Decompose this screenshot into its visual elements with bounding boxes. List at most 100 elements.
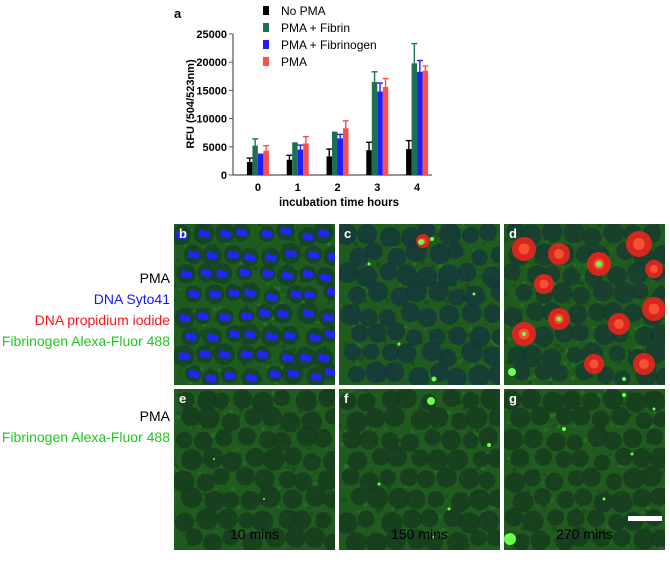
cell-body (487, 448, 500, 468)
nucleus-lobe (323, 313, 330, 322)
cell-body (563, 224, 585, 244)
cell-body (371, 448, 390, 466)
noise-speck (413, 262, 417, 266)
micrograph-image (504, 389, 665, 550)
cell-body (504, 306, 523, 327)
bar-pma-fibrin-2 (332, 131, 338, 175)
time-label-1: 10 mins (229, 526, 280, 542)
nucleus-lobe (302, 269, 309, 278)
bar-pma-fibrinogen-0 (257, 153, 264, 175)
noise-speck (257, 365, 260, 369)
nucleus-lobe (313, 252, 320, 260)
nucleus-lobe (232, 252, 239, 260)
nucleus-lobe (185, 332, 192, 341)
noise-speck (492, 238, 496, 242)
propidium-iodide-core (539, 279, 549, 289)
cell-body (468, 364, 490, 385)
noise-speck (200, 367, 204, 371)
cell-body (526, 302, 546, 322)
nucleus-lobe (220, 229, 227, 238)
nucleus-lobe (323, 355, 330, 363)
cell-body (232, 389, 253, 409)
noise-speck (578, 264, 581, 268)
noise-speck (629, 412, 634, 417)
noise-speck (480, 466, 486, 471)
cell-body (222, 529, 239, 546)
noise-speck (174, 466, 177, 471)
x-tick-label: 3 (374, 182, 380, 194)
noise-speck (174, 283, 177, 287)
noise-speck (550, 498, 555, 503)
cell-body (644, 390, 665, 412)
nucleus-lobe (224, 351, 231, 359)
cell-body (646, 428, 664, 446)
noise-speck (475, 428, 480, 433)
noise-speck (277, 505, 281, 509)
cell-body (356, 266, 378, 288)
nucleus-lobe (249, 254, 256, 262)
noise-speck (622, 402, 627, 407)
cell-body (581, 467, 601, 488)
cell-body (296, 426, 318, 447)
cell-body (506, 224, 525, 241)
noise-speck (410, 430, 414, 434)
noise-speck (568, 301, 572, 305)
cell-body (603, 224, 625, 244)
nucleus-lobe (327, 287, 334, 296)
nucleus-lobe (265, 253, 272, 262)
noise-speck (316, 407, 320, 410)
cell-body (612, 529, 631, 548)
cell-body (196, 390, 218, 411)
micrograph-image (504, 224, 665, 385)
cell-body (383, 405, 405, 427)
noise-speck (618, 464, 622, 469)
noise-speck (583, 263, 588, 268)
bar-no-pma-1 (286, 159, 293, 175)
noise-speck (654, 528, 658, 531)
nucleus-lobe (193, 291, 200, 299)
noise-speck (548, 420, 551, 423)
noise-speck (326, 241, 331, 246)
fibrinogen-aggregate (487, 443, 491, 447)
cell-body (546, 432, 566, 452)
nucleus-lobe (271, 333, 278, 341)
cell-body (566, 434, 584, 451)
nucleus-lobe (309, 333, 316, 342)
cell-body (448, 288, 466, 306)
bar-no-pma-4 (406, 149, 412, 175)
nucleus-lobe (251, 375, 258, 383)
noise-speck (479, 470, 483, 474)
noise-speck (645, 505, 650, 510)
nucleus-lobe (328, 252, 335, 261)
noise-speck (357, 510, 361, 514)
cell-body (541, 224, 563, 243)
cell-body (238, 512, 255, 529)
noise-speck (467, 428, 473, 434)
cell-body (551, 282, 573, 304)
noise-speck (210, 432, 216, 438)
cell-body (341, 467, 360, 486)
cell-body (198, 407, 220, 429)
noise-speck (609, 453, 612, 456)
panel-letter: b (179, 226, 187, 241)
noise-speck (517, 278, 520, 281)
noise-speck (551, 526, 557, 532)
nucleus-lobe (309, 292, 316, 300)
nucleus-lobe (246, 351, 253, 359)
noise-speck (243, 463, 246, 466)
cell-body (478, 471, 496, 489)
noise-speck (629, 336, 632, 339)
cell-body (367, 323, 387, 343)
cell-body (416, 266, 438, 288)
noise-speck (598, 528, 602, 531)
noise-speck (257, 224, 263, 228)
nucleus-lobe (307, 233, 314, 241)
nucleus-lobe (224, 371, 231, 380)
cell-body (181, 406, 201, 427)
noise-speck (344, 426, 349, 431)
noise-speck (542, 390, 545, 393)
noise-speck (460, 358, 464, 361)
cell-body (387, 247, 407, 267)
cell-body (400, 302, 421, 323)
micrograph-panel-b: b (174, 224, 335, 385)
